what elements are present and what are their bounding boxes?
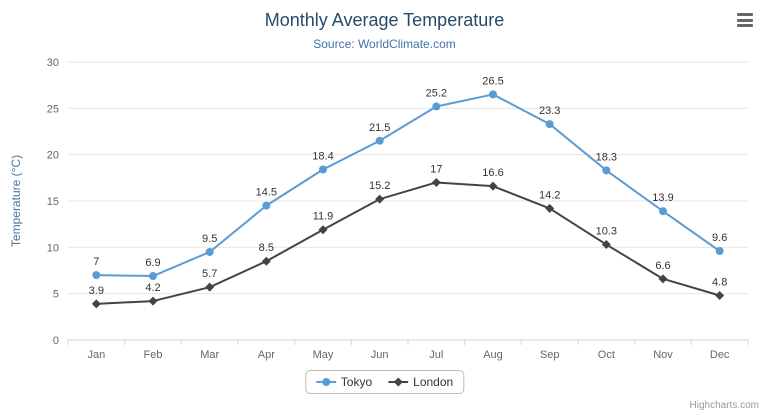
data-point-tokyo[interactable] bbox=[149, 272, 157, 281]
data-point-tokyo[interactable] bbox=[489, 90, 497, 99]
data-point-london[interactable] bbox=[375, 194, 385, 204]
legend-item-london[interactable]: London bbox=[388, 375, 453, 389]
data-label: 4.8 bbox=[712, 277, 727, 289]
data-point-tokyo[interactable] bbox=[432, 102, 441, 111]
data-point-london[interactable] bbox=[148, 296, 158, 306]
data-label: 6.9 bbox=[145, 257, 160, 269]
data-point-tokyo[interactable] bbox=[659, 207, 667, 216]
data-label: 21.5 bbox=[369, 122, 390, 134]
data-label: 18.3 bbox=[596, 151, 617, 163]
data-point-tokyo[interactable] bbox=[262, 201, 271, 210]
data-label: 17 bbox=[430, 163, 442, 175]
legend-symbol-marker bbox=[321, 378, 330, 386]
data-label: 7 bbox=[93, 256, 99, 268]
data-label: 25.2 bbox=[426, 87, 447, 99]
credits-link[interactable]: Highcharts.com bbox=[689, 400, 759, 411]
legend-label: London bbox=[413, 375, 454, 389]
data-point-tokyo[interactable] bbox=[319, 165, 327, 174]
series-line-london bbox=[95, 181, 721, 305]
data-label: 23.3 bbox=[539, 105, 560, 117]
data-point-london[interactable] bbox=[601, 240, 611, 250]
data-point-london[interactable] bbox=[658, 274, 668, 284]
legend: Tokyo London bbox=[304, 370, 465, 394]
series-line-tokyo bbox=[95, 93, 721, 278]
x-axis-tick-label: Jul bbox=[429, 349, 443, 361]
legend-symbol-marker bbox=[393, 377, 403, 387]
data-point-london[interactable] bbox=[715, 291, 725, 301]
data-point-london[interactable] bbox=[431, 177, 441, 187]
data-point-tokyo[interactable] bbox=[375, 136, 384, 145]
y-axis-title: Temperature (°C) bbox=[9, 155, 23, 247]
x-axis-tick-label: Nov bbox=[653, 349, 673, 361]
data-label: 5.7 bbox=[202, 268, 217, 280]
data-label: 11.9 bbox=[313, 211, 334, 223]
data-label: 4.2 bbox=[145, 282, 160, 294]
y-axis-tick-label: 25 bbox=[47, 103, 59, 115]
x-axis-tick-label: Apr bbox=[258, 349, 275, 361]
data-point-london[interactable] bbox=[545, 203, 555, 213]
data-label: 14.2 bbox=[539, 189, 560, 201]
y-axis-tick-label: 5 bbox=[53, 289, 59, 301]
data-point-london[interactable] bbox=[318, 225, 328, 235]
y-axis-tick-label: 0 bbox=[53, 335, 59, 347]
data-label: 13.9 bbox=[652, 192, 673, 204]
x-axis-tick-label: Oct bbox=[598, 349, 615, 361]
data-label: 14.5 bbox=[256, 187, 277, 199]
data-label: 16.6 bbox=[482, 167, 503, 179]
y-axis-tick-label: 30 bbox=[47, 57, 59, 69]
x-axis-tick-label: Dec bbox=[710, 349, 730, 361]
data-label: 8.5 bbox=[259, 242, 274, 254]
x-axis-tick-label: Jan bbox=[87, 349, 105, 361]
data-label: 6.6 bbox=[655, 260, 670, 272]
legend-label: Tokyo bbox=[340, 375, 373, 389]
x-axis-tick-label: Feb bbox=[144, 349, 163, 361]
data-label: 3.9 bbox=[89, 285, 104, 297]
data-label: 26.5 bbox=[482, 75, 503, 87]
data-point-london[interactable] bbox=[488, 181, 498, 191]
data-label: 9.6 bbox=[712, 232, 727, 244]
x-axis-tick-label: Mar bbox=[200, 349, 219, 361]
data-point-london[interactable] bbox=[261, 256, 271, 266]
chart-subtitle: Source: WorldClimate.com bbox=[313, 37, 456, 51]
london-marker-icon bbox=[388, 377, 409, 387]
y-axis-tick-label: 10 bbox=[47, 242, 59, 254]
data-label: 9.5 bbox=[202, 233, 217, 245]
data-point-tokyo[interactable] bbox=[545, 120, 554, 129]
data-label: 18.4 bbox=[312, 150, 333, 162]
x-axis-tick-label: Aug bbox=[483, 349, 503, 361]
chart-title: Monthly Average Temperature bbox=[264, 10, 505, 30]
data-point-tokyo[interactable] bbox=[205, 247, 214, 256]
x-axis-tick-label: May bbox=[313, 349, 334, 361]
data-label: 10.3 bbox=[596, 226, 617, 238]
data-point-london[interactable] bbox=[91, 299, 101, 309]
tokyo-marker-icon bbox=[315, 378, 336, 386]
x-axis-tick-label: Sep bbox=[540, 349, 560, 361]
hamburger-menu-icon[interactable] bbox=[733, 10, 757, 30]
data-point-tokyo[interactable] bbox=[715, 247, 724, 256]
x-axis-tick-label: Jun bbox=[371, 349, 389, 361]
legend-item-tokyo[interactable]: Tokyo bbox=[315, 375, 373, 389]
y-axis-tick-label: 20 bbox=[47, 150, 59, 162]
data-label: 15.2 bbox=[369, 180, 390, 192]
data-point-tokyo[interactable] bbox=[602, 166, 611, 175]
y-axis-tick-label: 15 bbox=[47, 196, 59, 208]
data-point-london[interactable] bbox=[205, 282, 215, 292]
data-point-tokyo[interactable] bbox=[92, 271, 101, 280]
